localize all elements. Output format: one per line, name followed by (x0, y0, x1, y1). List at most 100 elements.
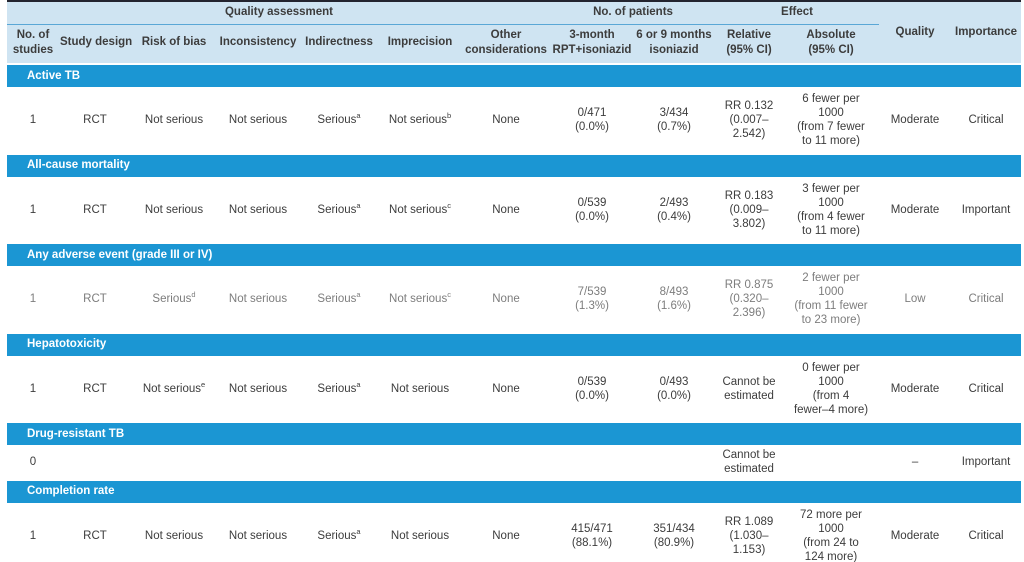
table-cell: Not serious (379, 503, 461, 562)
table-cell: Not serious (217, 177, 299, 243)
footnote-marker: a (356, 379, 361, 389)
table-cell: Critical (951, 503, 1022, 562)
table-cell: 3/434 (0.7%) (633, 87, 715, 154)
column-header: Quality (879, 1, 952, 64)
table-cell: 1 (7, 87, 59, 154)
table-cell: Not serious (217, 266, 299, 333)
table-cell: 8/493 (1.6%) (633, 266, 715, 333)
table-cell: Moderate (879, 177, 952, 243)
table-cell: Critical (951, 87, 1022, 154)
table-cell: Not serious (131, 177, 217, 243)
table-cell: 1 (7, 266, 59, 333)
table-row: 1 RCT Not serious Not serious Seriousa Not se… (7, 87, 1022, 154)
table-cell: None (461, 356, 551, 422)
table-cell: 2 fewer per 1000 (from 11 fewer to 23 mo… (783, 266, 880, 333)
section-title: Hepatotoxicity (7, 331, 1022, 357)
table-cell: RCT (59, 356, 131, 422)
group-header: Quality assessment (7, 1, 551, 25)
table-cell: Seriousa (299, 266, 379, 333)
footnote-marker: d (191, 290, 196, 300)
table-cell (131, 445, 217, 480)
table-cell: 0 (7, 445, 59, 480)
column-header: 3-month RPT+isoniazid (551, 24, 633, 64)
section-title: Completion rate (7, 478, 1022, 504)
header-columns-row: No. of studies Study design Risk of bias In… (7, 24, 1021, 64)
table-cell (633, 445, 715, 480)
table-cell: Seriousa (299, 87, 379, 154)
column-header: 6 or 9 months isoniazid (633, 24, 715, 64)
table-header: Quality assessment No. of patients Effect Q… (7, 1, 1022, 64)
table-row: 1 RCT Not serious Not serious Seriousa Not se… (7, 177, 1022, 243)
footnote-marker: e (201, 379, 206, 389)
table-row: 1 RCT Seriousd Not serious Seriousa Not serio… (7, 266, 1022, 333)
section-header-row: Active TB (7, 63, 1022, 88)
table-cell: Not serious (217, 503, 299, 562)
section-header-row: Completion rate (7, 478, 1022, 504)
section-title: Active TB (7, 63, 1022, 88)
section-header-row: All-cause mortality (7, 152, 1022, 178)
table-cell: None (461, 87, 551, 154)
table-cell: Not serious (217, 356, 299, 422)
table-cell: 0/493 (0.0%) (633, 356, 715, 422)
table-cell: RCT (59, 503, 131, 562)
footnote-marker: b (447, 111, 452, 121)
table-cell: Critical (951, 266, 1022, 333)
table-cell: Important (951, 445, 1022, 480)
table-row: 1 RCT Not serious Not serious Seriousa Not se… (7, 503, 1022, 562)
column-header: Relative (95% CI) (715, 24, 783, 64)
footnote-marker: c (447, 200, 451, 210)
table-cell: Cannot be estimated (715, 356, 783, 422)
table-cell: Moderate (879, 503, 952, 562)
footnote-marker: c (447, 290, 451, 300)
table-cell: 0 fewer per 1000 (from 4 fewer–4 more) (783, 356, 880, 422)
section-header-row: Hepatotoxicity (7, 331, 1022, 357)
table-cell: Not serious (217, 87, 299, 154)
table-cell: – (879, 445, 952, 480)
table-cell: RR 0.132 (0.007– 2.542) (715, 87, 783, 154)
table-cell: 1 (7, 503, 59, 562)
table-cell: Moderate (879, 87, 952, 154)
table-cell: RR 0.875 (0.320– 2.396) (715, 266, 783, 333)
table-cell (379, 445, 461, 480)
table-cell: Low (879, 266, 952, 333)
section-header-row: Drug-resistant TB (7, 421, 1022, 446)
table-cell: None (461, 177, 551, 243)
table-cell: 3 fewer per 1000 (from 4 fewer to 11 mor… (783, 177, 880, 243)
table-cell: 6 fewer per 1000 (from 7 fewer to 11 mor… (783, 87, 880, 154)
table-cell: RCT (59, 266, 131, 333)
table-cell: Seriousa (299, 503, 379, 562)
column-header: Other considerations (461, 24, 551, 64)
table-cell: 0/471 (0.0%) (551, 87, 633, 154)
table-body: Active TB 1 RCT Not serious Not serious Serio… (7, 63, 1022, 562)
table-cell: Not seriousc (379, 177, 461, 243)
table-cell: 0/539 (0.0%) (551, 356, 633, 422)
table-cell: Important (951, 177, 1022, 243)
column-header: Importance (951, 1, 1022, 64)
table-cell: RR 0.183 (0.009– 3.802) (715, 177, 783, 243)
column-header: Absolute (95% CI) (783, 24, 880, 64)
column-header: Inconsistency (217, 24, 299, 64)
table-cell: 7/539 (1.3%) (551, 266, 633, 333)
header-group-row: Quality assessment No. of patients Effect Q… (7, 1, 1022, 64)
group-header: No. of patients (551, 1, 715, 25)
footnote-marker: a (356, 200, 361, 210)
section-title: Drug-resistant TB (7, 421, 1022, 446)
table-cell: 72 more per 1000 (from 24 to 124 more) (783, 503, 880, 562)
table-cell: Not serious (131, 87, 217, 154)
footnote-marker: a (356, 290, 361, 300)
table-row: 1 RCT Not seriouse Not serious Seriousa Not s… (7, 356, 1022, 422)
table-cell: Not seriouse (131, 356, 217, 422)
table-cell (59, 445, 131, 480)
table-cell: Not seriousb (379, 87, 461, 154)
group-header: Effect (715, 1, 880, 25)
table-cell: Not seriousc (379, 266, 461, 333)
table-cell: None (461, 503, 551, 562)
table-cell: 351/434 (80.9%) (633, 503, 715, 562)
footnote-marker: a (356, 111, 361, 121)
table-row: 0 Cannot be estimated – Important (7, 445, 1022, 480)
table-cell (299, 445, 379, 480)
column-header: Risk of bias (131, 24, 217, 64)
table-cell: RCT (59, 87, 131, 154)
table-cell: Not serious (379, 356, 461, 422)
